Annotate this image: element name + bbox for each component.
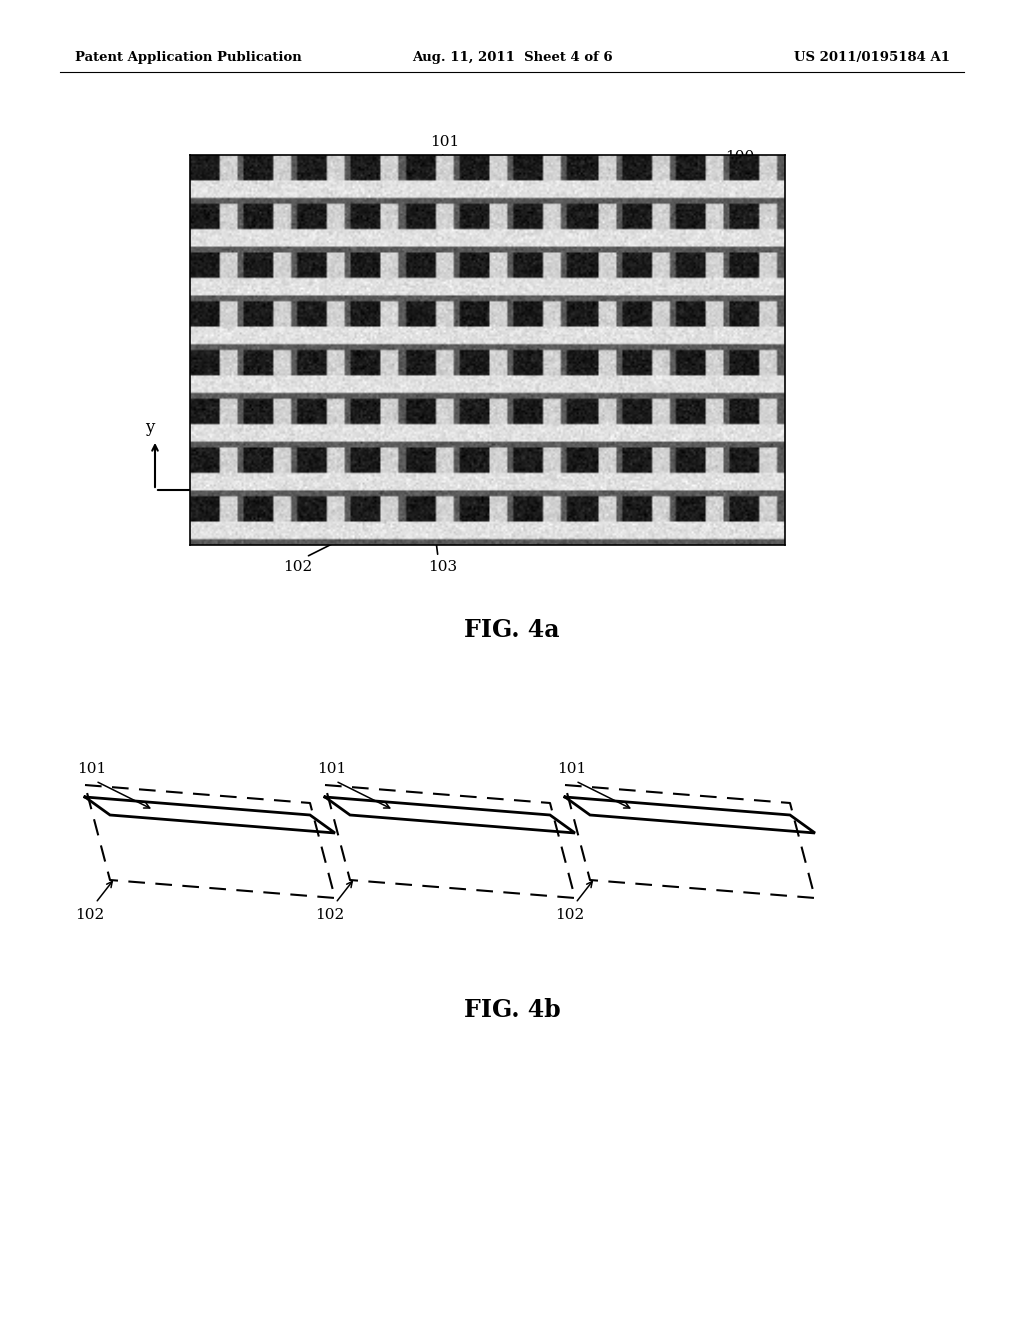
Text: FIG. 4b: FIG. 4b [464,998,560,1022]
Text: 101: 101 [557,762,587,776]
Text: US 2011/0195184 A1: US 2011/0195184 A1 [794,51,950,65]
Text: FIG. 4a: FIG. 4a [464,618,560,642]
Text: y: y [145,420,155,437]
Text: x: x [213,482,222,499]
Text: 103: 103 [428,560,458,574]
Text: Aug. 11, 2011  Sheet 4 of 6: Aug. 11, 2011 Sheet 4 of 6 [412,51,612,65]
Text: 102: 102 [76,908,104,921]
Text: 101: 101 [317,762,347,776]
Text: 101: 101 [430,135,459,149]
Text: 102: 102 [315,908,345,921]
Text: 101: 101 [78,762,106,776]
Text: 102: 102 [284,560,312,574]
Text: 100: 100 [725,150,755,164]
Text: Patent Application Publication: Patent Application Publication [75,51,302,65]
Text: 102: 102 [555,908,585,921]
